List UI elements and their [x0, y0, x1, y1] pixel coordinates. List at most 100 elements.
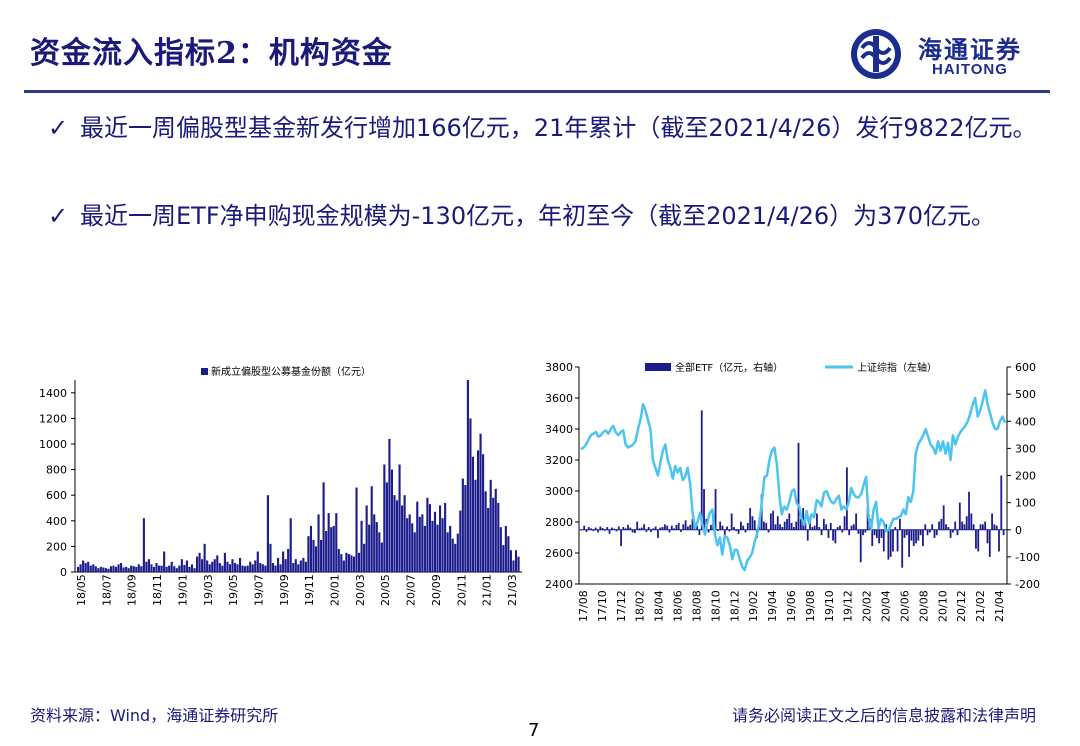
etf-bar — [979, 524, 982, 530]
bar — [304, 561, 307, 572]
bar — [183, 564, 186, 572]
etf-bar — [827, 529, 830, 538]
haitong-logo: 海通证券 HAITONG — [848, 26, 1048, 82]
x-tick-label: 19/11 — [303, 574, 316, 606]
bar — [408, 514, 411, 572]
y-tick-label: 800 — [46, 464, 67, 477]
right-tick-label: 600 — [1015, 361, 1036, 374]
bar — [375, 522, 378, 572]
right-tick-label: 200 — [1015, 470, 1036, 483]
bar — [294, 559, 297, 572]
etf-bar — [779, 524, 781, 530]
bar — [266, 495, 269, 572]
bar — [444, 502, 447, 572]
etf-bar — [871, 529, 874, 547]
bar — [130, 565, 133, 572]
etf-bar — [825, 524, 828, 530]
bar — [426, 497, 429, 572]
checkmark-icon: ✓ — [48, 114, 69, 142]
etf-bar — [675, 524, 678, 530]
index-line — [580, 389, 1007, 572]
x-tick-label: 19/09 — [278, 574, 291, 606]
etf-bar — [813, 525, 816, 530]
left-tick-label: 2400 — [545, 578, 573, 591]
bar — [180, 559, 183, 572]
bar — [165, 566, 168, 572]
etf-bar — [832, 529, 834, 541]
etf-bar — [730, 513, 733, 530]
etf-bar — [809, 521, 811, 530]
right-tick-label: -100 — [1015, 551, 1040, 564]
etf-bar — [961, 521, 964, 530]
etf-bar — [594, 527, 597, 530]
etf-bar — [875, 529, 878, 538]
etf-bar — [836, 527, 839, 530]
etf-bar — [968, 491, 970, 530]
bar — [469, 418, 472, 572]
etf-bar — [627, 524, 629, 530]
etf-bar — [829, 522, 832, 530]
etf-bar — [975, 529, 977, 549]
bar — [208, 564, 211, 572]
etf-bar — [615, 529, 618, 532]
bar — [512, 560, 515, 572]
etf-bar — [903, 529, 906, 538]
etf-bar — [912, 529, 915, 547]
etf-bar — [689, 524, 692, 530]
logo-english-text: HAITONG — [932, 61, 1008, 78]
x-tick-label: 18/11 — [151, 574, 164, 606]
bar — [77, 566, 80, 572]
x-tick-label: 19/05 — [227, 574, 240, 606]
bar — [431, 520, 434, 572]
etf-bar — [783, 521, 786, 530]
x-tick-label: 18/04 — [653, 590, 666, 622]
left-tick-label: 2600 — [545, 547, 573, 560]
etf-bar — [643, 524, 646, 530]
x-tick-label: 20/02 — [861, 590, 874, 622]
haitong-emblem-icon — [851, 29, 901, 79]
bar — [137, 564, 140, 572]
etf-bar — [599, 526, 602, 530]
x-tick-label: 19/03 — [202, 574, 215, 606]
bar — [140, 566, 143, 572]
bar — [347, 554, 350, 572]
bar — [487, 508, 490, 572]
etf-bar — [802, 508, 805, 530]
bar — [92, 564, 95, 572]
etf-bar — [889, 529, 892, 557]
bar — [383, 464, 386, 572]
etf-bar — [952, 529, 954, 533]
etf-bar — [661, 527, 664, 530]
bar — [236, 564, 239, 572]
etf-bar — [684, 520, 687, 530]
y-tick-label: 200 — [46, 540, 67, 553]
etf-bar — [740, 521, 742, 530]
bar — [249, 561, 252, 572]
etf-bar — [772, 510, 775, 530]
etf-bar — [887, 529, 890, 560]
etf-bar — [583, 525, 586, 530]
etf-bar — [610, 527, 613, 530]
right-tick-label: 400 — [1015, 415, 1036, 428]
bar — [459, 510, 462, 572]
left-tick-label: 2800 — [545, 516, 573, 529]
bar — [312, 540, 315, 572]
x-tick-label: 20/04 — [880, 590, 893, 622]
etf-bar — [581, 529, 583, 531]
bar — [416, 501, 419, 572]
x-tick-label: 20/08 — [917, 590, 930, 622]
y-tick-label: 1400 — [39, 387, 67, 400]
etf-bar — [698, 529, 701, 536]
etf-bar — [744, 529, 747, 533]
bar — [251, 564, 254, 572]
etf-bar — [767, 529, 770, 533]
bar — [421, 514, 424, 572]
etf-bar — [788, 513, 791, 530]
etf-bar — [834, 529, 837, 544]
etf-bar — [786, 518, 788, 530]
bar — [307, 536, 310, 572]
bar — [271, 563, 275, 572]
etf-bar — [652, 528, 655, 530]
etf-bar — [687, 526, 689, 530]
x-tick-label: 18/05 — [75, 574, 88, 606]
